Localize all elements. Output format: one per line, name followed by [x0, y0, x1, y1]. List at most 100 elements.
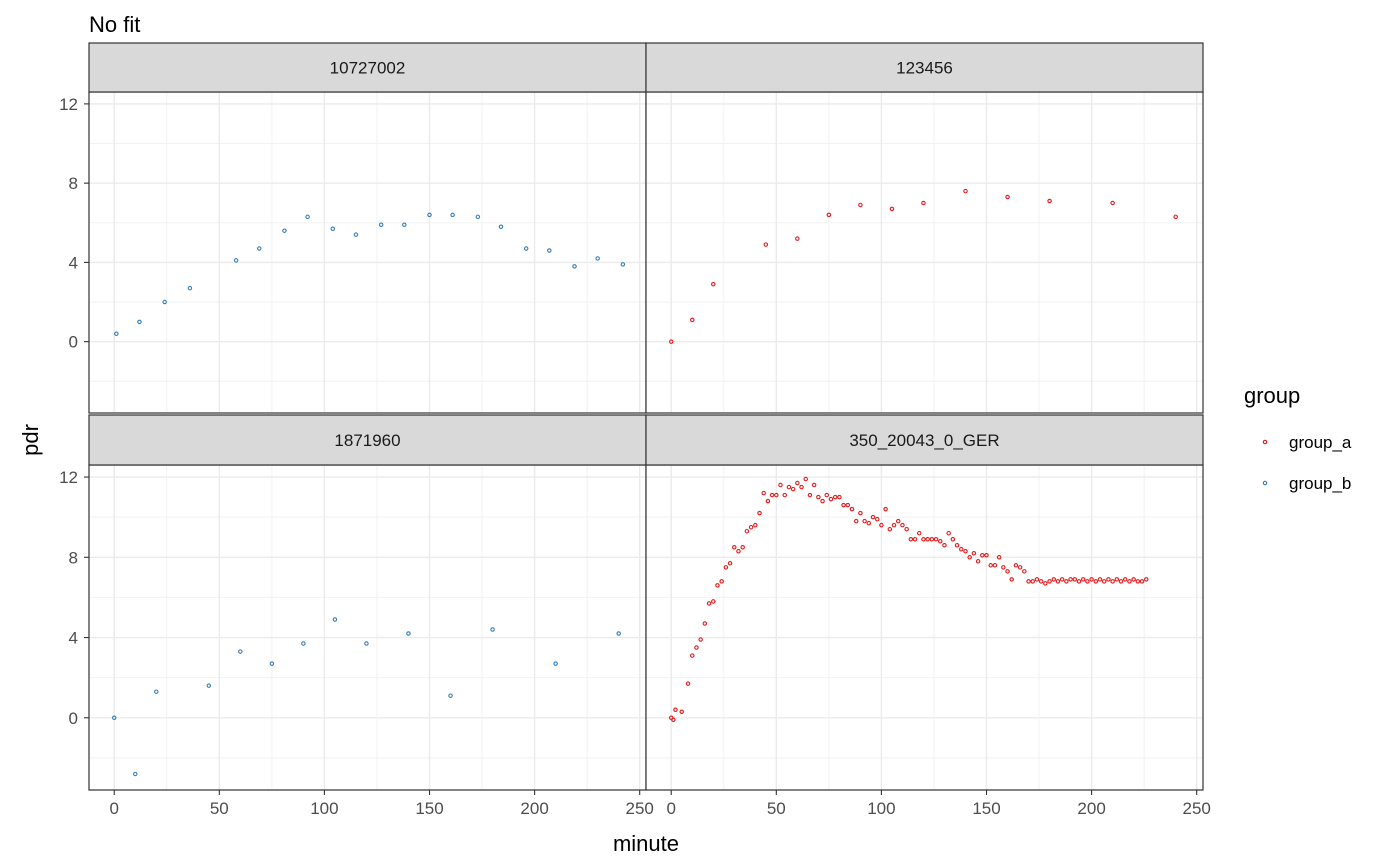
data-point	[988, 563, 993, 568]
data-point	[950, 536, 956, 542]
data-point	[498, 224, 504, 229]
data-point	[719, 579, 724, 584]
facet-strip-label: 350_20043_0_GER	[849, 431, 999, 450]
data-point	[1076, 579, 1082, 584]
facet-strip	[645, 414, 1204, 466]
data-point	[763, 242, 769, 247]
data-point	[971, 551, 977, 556]
data-point	[1034, 577, 1040, 582]
data-point	[740, 545, 745, 550]
data-point	[1047, 579, 1052, 584]
data-point	[757, 510, 762, 516]
data-point	[1043, 581, 1048, 586]
data-point	[1068, 577, 1073, 582]
data-point	[572, 264, 577, 269]
data-point	[942, 542, 947, 548]
data-point	[1173, 214, 1178, 220]
data-point	[706, 601, 712, 606]
data-point	[858, 202, 863, 208]
x-tick-label: 0	[666, 799, 675, 818]
data-point	[883, 506, 888, 512]
data-point	[1122, 577, 1128, 582]
x-tick-label: 150	[415, 799, 443, 818]
data-point	[1051, 577, 1057, 582]
data-point	[450, 212, 455, 218]
data-point	[811, 482, 817, 488]
data-point	[233, 258, 239, 263]
data-point	[332, 617, 338, 622]
data-point	[673, 707, 678, 713]
data-point	[475, 214, 481, 220]
data-point	[715, 583, 720, 588]
data-point	[778, 482, 783, 488]
data-point	[137, 319, 142, 325]
data-point	[921, 200, 926, 206]
chart-title: No fit	[89, 12, 140, 37]
data-point	[282, 228, 287, 233]
data-point	[828, 496, 834, 502]
data-point	[671, 717, 676, 723]
data-point	[685, 681, 691, 686]
data-point	[702, 621, 708, 626]
data-point	[595, 256, 600, 261]
data-point	[769, 492, 775, 498]
data-point	[799, 484, 804, 490]
data-point	[378, 222, 384, 228]
data-point	[1110, 579, 1115, 584]
data-point	[912, 536, 918, 542]
data-point	[858, 510, 863, 516]
data-point	[1127, 579, 1132, 584]
data-point	[723, 565, 729, 570]
data-point	[1030, 579, 1035, 584]
data-point	[406, 631, 411, 636]
data-point	[668, 339, 674, 344]
legend-label: group_a	[1289, 433, 1352, 452]
data-point	[889, 206, 895, 212]
data-point	[162, 299, 167, 305]
data-point	[765, 498, 771, 504]
panel-background	[646, 92, 1203, 413]
x-tick-label: 0	[109, 799, 118, 818]
data-point	[891, 522, 897, 528]
data-point	[364, 641, 369, 646]
data-point	[786, 484, 792, 490]
facet-panel: 1871960 0 4 8 12 0 50 100 150 200 250	[59, 414, 654, 818]
facet-strip	[645, 42, 1204, 93]
data-point	[904, 526, 909, 532]
data-point	[448, 693, 453, 698]
data-point	[1080, 577, 1086, 582]
data-point	[1059, 577, 1065, 582]
x-tick-label: 150	[972, 799, 1000, 818]
data-point	[895, 518, 901, 524]
data-point	[269, 661, 275, 666]
facet-panel: 123456	[645, 42, 1204, 414]
data-point	[1085, 579, 1090, 584]
data-point	[795, 480, 800, 486]
legend-key	[1262, 439, 1268, 445]
y-axis-title: pdr	[18, 424, 43, 456]
data-point	[832, 494, 838, 500]
data-point	[874, 516, 880, 522]
data-point	[782, 492, 787, 498]
x-tick-label: 200	[520, 799, 548, 818]
data-point	[114, 331, 119, 336]
data-point	[1022, 569, 1027, 574]
data-point	[826, 212, 832, 218]
data-point	[1135, 579, 1141, 584]
data-point	[698, 637, 703, 642]
legend-key	[1262, 480, 1268, 486]
data-point	[992, 563, 998, 568]
data-point	[887, 526, 893, 532]
data-point	[744, 528, 750, 534]
data-point	[427, 212, 432, 218]
data-point	[1038, 579, 1044, 584]
data-point	[1093, 579, 1099, 584]
data-point	[870, 514, 876, 520]
data-point	[1026, 579, 1031, 584]
facet-strip-label: 1871960	[334, 431, 400, 450]
data-point	[1047, 198, 1052, 204]
data-point	[816, 494, 821, 500]
data-point	[748, 524, 754, 530]
y-tick-label: 12	[59, 95, 78, 114]
data-point	[553, 661, 558, 666]
